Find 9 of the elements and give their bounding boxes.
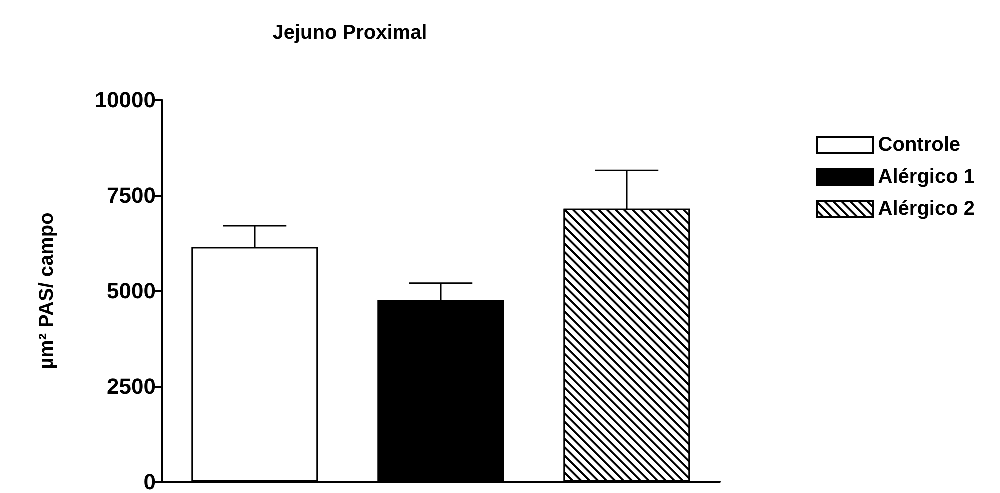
- legend-label: Alérgico 1: [878, 166, 976, 188]
- legend-label: Alérgico 2: [878, 198, 976, 220]
- y-tick-label: 5000: [107, 278, 156, 304]
- chart-title: Jejuno Proximal: [272, 22, 428, 44]
- y-axis-title: µm² PAS/ campo: [36, 212, 58, 370]
- y-tick-label: 7500: [107, 183, 156, 208]
- y-tick-label: 10000: [94, 88, 156, 112]
- legend-label: Controle: [878, 134, 961, 156]
- y-tick-label: 2500: [107, 374, 156, 399]
